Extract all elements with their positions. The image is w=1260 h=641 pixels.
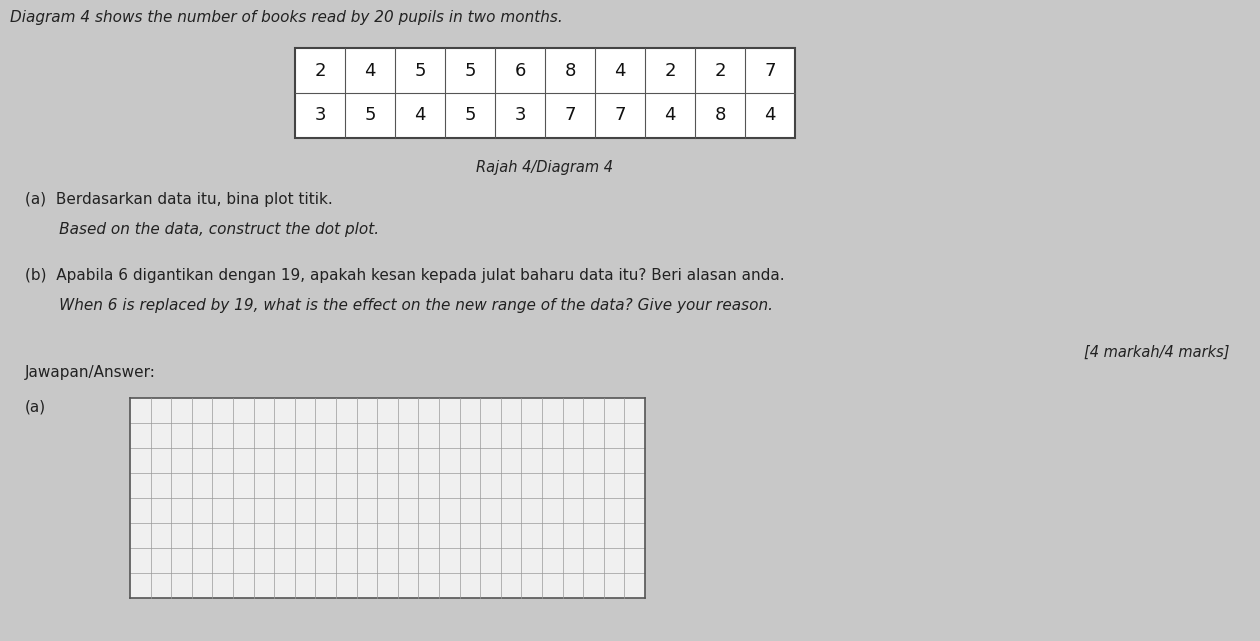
- Text: 2: 2: [664, 62, 675, 79]
- Text: 4: 4: [664, 106, 675, 124]
- Text: 5: 5: [464, 62, 476, 79]
- Text: 2: 2: [314, 62, 326, 79]
- Text: Jawapan/Answer:: Jawapan/Answer:: [25, 365, 156, 380]
- Text: 5: 5: [364, 106, 375, 124]
- Text: 3: 3: [514, 106, 525, 124]
- Text: 5: 5: [464, 106, 476, 124]
- Text: Based on the data, construct the dot plot.: Based on the data, construct the dot plo…: [25, 222, 379, 237]
- Text: 8: 8: [564, 62, 576, 79]
- Text: Diagram 4 shows the number of books read by 20 pupils in two months.: Diagram 4 shows the number of books read…: [10, 10, 563, 25]
- Text: 8: 8: [714, 106, 726, 124]
- Text: 4: 4: [364, 62, 375, 79]
- Text: 7: 7: [615, 106, 626, 124]
- Text: 7: 7: [765, 62, 776, 79]
- Text: [4 markah/4 marks]: [4 markah/4 marks]: [1085, 345, 1230, 360]
- Text: Rajah 4/Diagram 4: Rajah 4/Diagram 4: [476, 160, 614, 175]
- Text: (b)  Apabila 6 digantikan dengan 19, apakah kesan kepada julat baharu data itu? : (b) Apabila 6 digantikan dengan 19, apak…: [25, 268, 785, 283]
- Text: 4: 4: [415, 106, 426, 124]
- Text: (a)  Berdasarkan data itu, bina plot titik.: (a) Berdasarkan data itu, bina plot titi…: [25, 192, 333, 207]
- FancyBboxPatch shape: [295, 48, 795, 138]
- Text: 7: 7: [564, 106, 576, 124]
- Text: 6: 6: [514, 62, 525, 79]
- Text: When 6 is replaced by 19, what is the effect on the new range of the data? Give : When 6 is replaced by 19, what is the ef…: [25, 298, 772, 313]
- Text: (a): (a): [25, 400, 47, 415]
- Text: 2: 2: [714, 62, 726, 79]
- Text: 4: 4: [765, 106, 776, 124]
- Text: 3: 3: [314, 106, 326, 124]
- Text: 5: 5: [415, 62, 426, 79]
- Bar: [130, 398, 645, 598]
- Text: 4: 4: [615, 62, 626, 79]
